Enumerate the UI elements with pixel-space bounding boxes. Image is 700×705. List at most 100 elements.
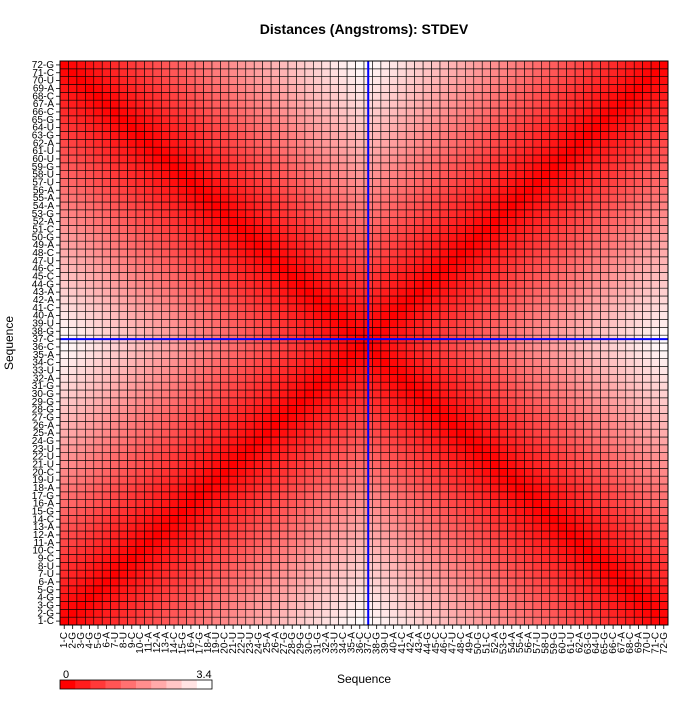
heatmap-cell — [253, 146, 263, 156]
heatmap-cell — [372, 350, 382, 359]
heatmap-cell — [507, 436, 517, 446]
heatmap-cell — [152, 389, 162, 399]
heatmap-cell — [270, 507, 280, 516]
heatmap-cell — [253, 468, 263, 477]
heatmap-cell — [245, 92, 255, 101]
heatmap-cell — [110, 436, 120, 446]
heatmap-cell — [169, 233, 179, 242]
heatmap-cell — [177, 421, 187, 430]
heatmap-cell — [633, 131, 643, 140]
heatmap-cell — [456, 397, 466, 406]
heatmap-cell — [118, 178, 128, 187]
heatmap-cell — [422, 483, 432, 493]
heatmap-cell — [465, 240, 475, 250]
heatmap-cell — [372, 193, 382, 203]
heatmap-cell — [566, 99, 576, 109]
heatmap-cell — [296, 311, 306, 320]
heatmap-cell — [397, 475, 407, 485]
heatmap-cell — [304, 99, 314, 109]
heatmap-cell — [422, 491, 432, 500]
heatmap-cell — [414, 84, 424, 93]
heatmap-cell — [625, 522, 635, 532]
heatmap-cell — [85, 460, 95, 469]
heatmap-cell — [270, 530, 280, 540]
heatmap-cell — [203, 186, 213, 195]
heatmap-cell — [101, 609, 111, 618]
heatmap-cell — [380, 327, 390, 336]
heatmap-cell — [237, 170, 247, 179]
heatmap-cell — [177, 76, 187, 85]
heatmap-cell — [557, 256, 567, 265]
heatmap-cell — [583, 295, 593, 305]
heatmap-cell — [389, 436, 399, 446]
heatmap-cell — [515, 577, 525, 587]
heatmap-cell — [287, 530, 297, 540]
heatmap-cell — [397, 60, 407, 70]
heatmap-cell — [85, 146, 95, 156]
heatmap-cell — [372, 60, 382, 70]
heatmap-cell — [211, 295, 221, 305]
heatmap-cell — [228, 601, 238, 610]
heatmap-cell — [118, 421, 128, 430]
heatmap-cell — [507, 209, 517, 218]
heatmap-cell — [85, 538, 95, 547]
heatmap-cell — [228, 139, 238, 148]
heatmap-cell — [101, 444, 111, 453]
heatmap-cell — [220, 483, 230, 493]
heatmap-cell — [405, 397, 415, 406]
heatmap-cell — [118, 601, 128, 610]
heatmap-cell — [372, 99, 382, 109]
heatmap-cell — [490, 76, 500, 85]
heatmap-cell — [110, 491, 120, 500]
heatmap-cell — [161, 170, 171, 179]
heatmap-cell — [389, 468, 399, 477]
heatmap-cell — [490, 68, 500, 77]
heatmap-cell — [93, 295, 103, 305]
heatmap-cell — [473, 421, 483, 430]
heatmap-cell — [532, 593, 542, 602]
heatmap-cell — [557, 483, 567, 493]
heatmap-cell — [431, 287, 441, 297]
heatmap-cell — [431, 350, 441, 359]
heatmap-cell — [245, 483, 255, 493]
heatmap-cell — [448, 342, 458, 352]
heatmap-cell — [237, 178, 247, 187]
heatmap-cell — [279, 428, 289, 438]
heatmap-cell — [76, 193, 86, 203]
heatmap-cell — [135, 499, 145, 508]
heatmap-cell — [456, 601, 466, 610]
heatmap-cell — [262, 146, 272, 156]
heatmap-cell — [465, 374, 475, 383]
heatmap-cell — [93, 170, 103, 179]
heatmap-cell — [422, 554, 432, 563]
heatmap-cell — [127, 280, 137, 289]
heatmap-cell — [583, 139, 593, 148]
heatmap-cell — [245, 601, 255, 610]
heatmap-cell — [448, 256, 458, 265]
heatmap-cell — [600, 413, 610, 422]
heatmap-cell — [76, 405, 86, 414]
heatmap-cell — [532, 319, 542, 328]
heatmap-cell — [76, 616, 86, 626]
heatmap-cell — [296, 303, 306, 312]
heatmap-cell — [608, 193, 618, 203]
heatmap-cell — [583, 413, 593, 422]
heatmap-cell — [439, 468, 449, 477]
heatmap-cell — [389, 76, 399, 85]
heatmap-cell — [329, 491, 339, 500]
heatmap-cell — [642, 585, 652, 594]
heatmap-cell — [642, 609, 652, 618]
heatmap-cell — [194, 468, 204, 477]
heatmap-cell — [329, 60, 339, 70]
heatmap-cell — [338, 193, 348, 203]
heatmap-cell — [473, 593, 483, 602]
heatmap-cell — [152, 593, 162, 602]
heatmap-cell — [245, 60, 255, 70]
heatmap-cell — [414, 154, 424, 164]
heatmap-cell — [583, 107, 593, 117]
heatmap-cell — [372, 131, 382, 140]
heatmap-cell — [135, 421, 145, 430]
heatmap-cell — [617, 585, 627, 594]
heatmap-cell — [507, 562, 517, 571]
heatmap-cell — [186, 366, 196, 375]
